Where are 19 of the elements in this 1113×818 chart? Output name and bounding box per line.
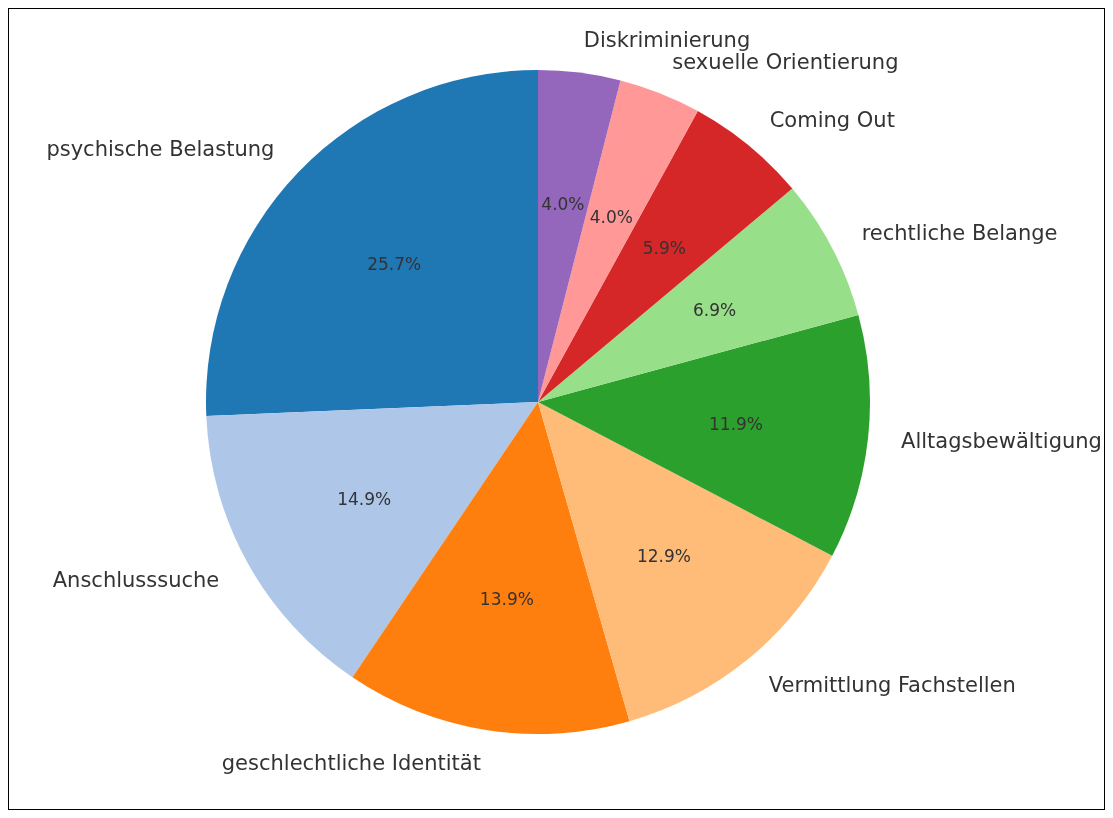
slice-label: Vermittlung Fachstellen — [768, 673, 1016, 698]
slice-label: sexuelle Orientierung — [672, 50, 899, 75]
data-label: 13.9% — [479, 588, 534, 609]
data-label: 11.9% — [709, 413, 764, 434]
data-label: 5.9% — [642, 238, 686, 259]
slice-label: geschlechtliche Identität — [221, 750, 481, 775]
pie-slice — [538, 188, 859, 402]
data-label: 4.0% — [541, 194, 585, 215]
data-label: 12.9% — [636, 546, 691, 567]
data-label: 25.7% — [367, 254, 422, 275]
slice-label: Anschlusssuche — [52, 568, 220, 593]
slice-label: rechtliche Belange — [861, 220, 1058, 245]
data-label: 6.9% — [692, 299, 737, 320]
data-label: 4.0% — [589, 206, 633, 227]
slice-label: Coming Out — [769, 107, 895, 132]
slice-label: psychische Belastung — [46, 137, 275, 162]
slice-label: Diskriminierung — [583, 27, 751, 52]
data-label: 14.9% — [337, 489, 392, 510]
slice-label: Alltagsbewältigung — [901, 429, 1102, 454]
